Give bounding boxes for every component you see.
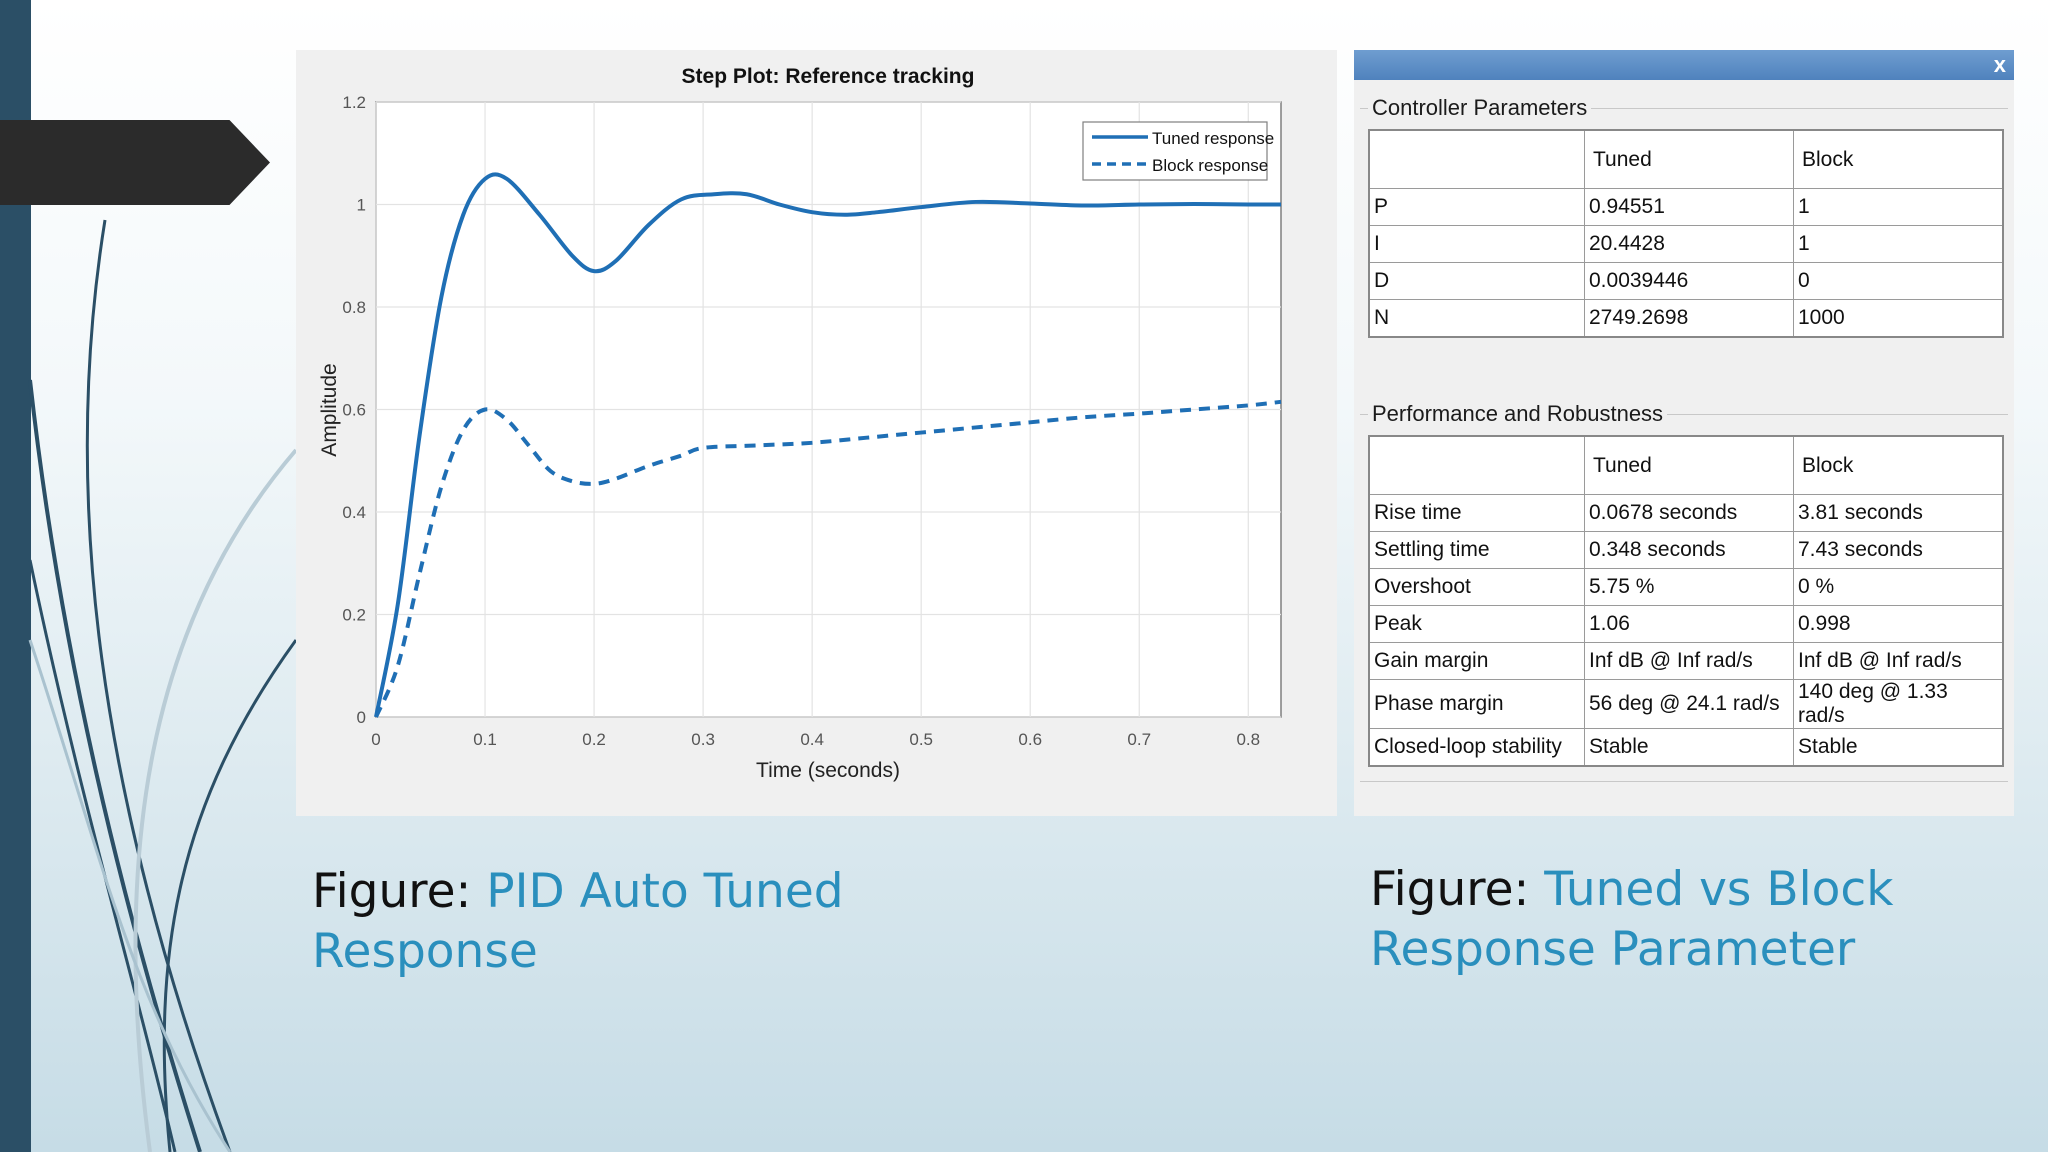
table-row: Overshoot 5.75 % 0 % [1368,568,2004,606]
table-row: P 0.94551 1 [1368,188,2004,226]
header-cell: Block [1793,435,2004,495]
caption-right: Figure: Tuned vs Block Response Paramete… [1370,860,1970,980]
y-tick-label: 0 [357,708,366,727]
y-tick-label: 1 [357,196,366,215]
caption-right-text: Tuned vs Block Response Parameter [1370,862,1894,977]
pid-tuner-dialog: x Controller Parameters Tuned Block P 0.… [1354,50,2014,816]
dialog-status-area [1360,781,2008,812]
x-tick-label: 0 [371,730,380,749]
y-tick-label: 0.6 [342,401,366,420]
header-cell: Block [1793,129,2004,189]
legend-box [1082,121,1268,181]
x-tick-label: 0.6 [1018,730,1042,749]
y-tick-label: 0.8 [342,298,366,317]
caption-left-prefix: Figure: [312,864,487,919]
table-header-row: Tuned Block [1368,129,2004,189]
series-lines [374,172,1282,718]
y-tick-label: 1.2 [342,93,366,112]
legend-entry-block: Block response [1152,156,1268,175]
header-cell: Tuned [1584,129,1794,189]
table-row: D 0.0039446 0 [1368,262,2004,300]
block-response-line [374,399,1282,718]
x-tick-label: 0.2 [582,730,606,749]
caption-left: Figure: PID Auto Tuned Response [312,862,1072,982]
x-tick-label: 0.4 [800,730,824,749]
decorative-curves [28,219,298,1152]
performance-robustness-table: Tuned Block Rise time 0.0678 seconds 3.8… [1368,435,2004,767]
x-tick-label: 0.1 [473,730,497,749]
close-icon[interactable]: x [1993,52,2006,77]
performance-robustness-title: Performance and Robustness [1368,401,1668,427]
header-cell [1368,435,1585,495]
caption-left-text: PID Auto Tuned Response [312,864,844,979]
table-header-row: Tuned Block [1368,435,2004,495]
table-row: Peak 1.06 0.998 [1368,605,2004,643]
table-row: I 20.4428 1 [1368,225,2004,263]
dialog-titlebar: x [1354,50,2014,80]
legend-entry-tuned: Tuned response [1152,129,1274,148]
controller-parameters-title: Controller Parameters [1368,95,1592,121]
step-plot-chart: 0 0.1 0.2 0.3 0.4 0.5 0.6 0.7 0.8 0 0.2 0.4 0.6 0.8 1 1… [318,65,1282,782]
axis-ticks: 0 0.1 0.2 0.3 0.4 0.5 0.6 0.7 0.8 0 0.2 0.4 0.6 0.8 1 1… [342,93,1260,749]
step-plot-panel: 0 0.1 0.2 0.3 0.4 0.5 0.6 0.7 0.8 0 0.2 0.4 0.6 0.8 1 1… [296,50,1337,816]
x-tick-label: 0.8 [1236,730,1260,749]
table-row: Settling time 0.348 seconds 7.43 seconds [1368,531,2004,569]
performance-robustness-group: Performance and Robustness Tuned Block R… [1360,401,2008,815]
grid-lines [375,101,1281,718]
tuned-response-line [374,172,1282,718]
table-row: Rise time 0.0678 seconds 3.81 seconds [1368,494,2004,532]
y-tick-label: 0.2 [342,606,366,625]
header-cell: Tuned [1584,435,1794,495]
x-tick-label: 0.3 [691,730,715,749]
header-cell [1368,129,1585,189]
x-tick-label: 0.5 [909,730,933,749]
table-row: Closed-loop stability Stable Stable [1368,728,2004,767]
x-tick-label: 0.7 [1127,730,1151,749]
table-row: N 2749.2698 1000 [1368,299,2004,338]
y-axis-label: Amplitude [318,363,341,456]
arrow-shape [0,120,270,205]
controller-parameters-table: Tuned Block P 0.94551 1 I 20.4428 1 D 0.… [1368,129,2004,338]
legend: Tuned response Block response [1082,121,1274,181]
chart-title: Step Plot: Reference tracking [682,65,975,88]
table-row: Gain margin Inf dB @ Inf rad/s Inf dB @ … [1368,642,2004,680]
table-row: Phase margin 56 deg @ 24.1 rad/s 140 deg… [1368,679,2004,729]
caption-right-prefix: Figure: [1370,862,1545,917]
y-tick-label: 0.4 [342,503,366,522]
x-axis-label: Time (seconds) [756,759,900,782]
controller-parameters-group: Controller Parameters Tuned Block P 0.94… [1360,95,2008,409]
